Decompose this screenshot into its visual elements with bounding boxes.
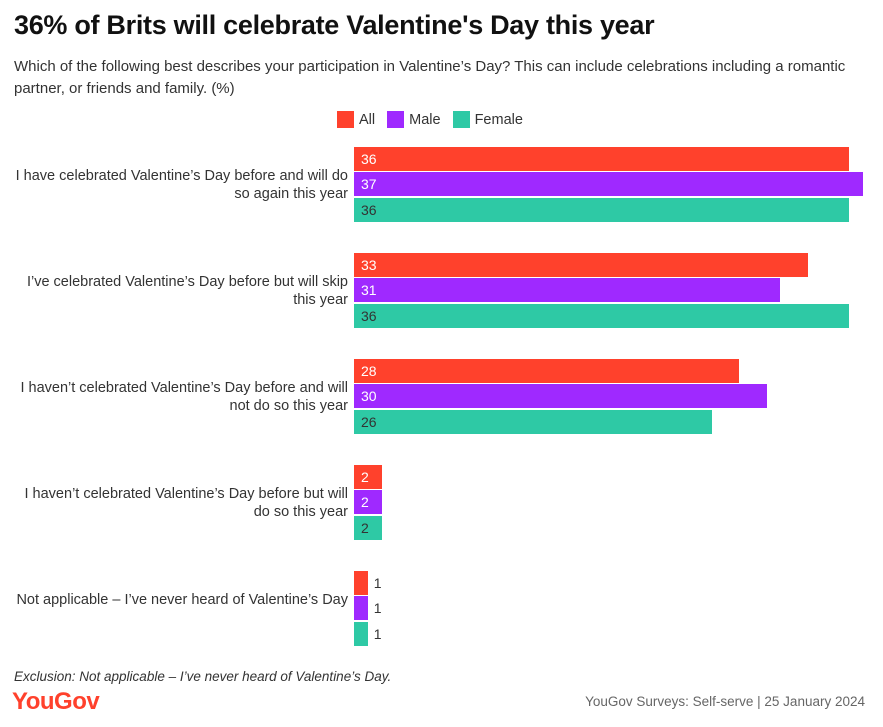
- category-label: I haven’t celebrated Valentine’s Day bef…: [24, 485, 349, 520]
- yougov-logo: YouGov: [12, 688, 100, 715]
- legend-swatch: [337, 111, 354, 128]
- bar-all: [354, 465, 382, 489]
- bar-all: [354, 147, 850, 171]
- category-label: I haven’t celebrated Valentine’s Day bef…: [20, 379, 348, 414]
- legend-swatch: [387, 111, 405, 128]
- bar-female: [354, 621, 368, 646]
- legend-item-all: All: [337, 111, 375, 128]
- legend-label: All: [359, 111, 376, 128]
- bar-all: [354, 359, 740, 383]
- bar-all: [354, 253, 808, 277]
- bar-female: [354, 409, 712, 434]
- chart-title: 36% of Brits will celebrate Valentine's …: [14, 10, 655, 40]
- bar-male: [354, 596, 368, 621]
- legend-label: Male: [409, 111, 441, 128]
- legend-label: Female: [474, 111, 523, 128]
- category-label: I’ve celebrated Valentine’s Day before b…: [26, 273, 348, 308]
- data-label: 2: [361, 469, 369, 485]
- bar-female: [354, 515, 382, 540]
- category-label: Not applicable – I’ve never heard of Val…: [16, 591, 348, 608]
- bar-female: [354, 303, 850, 328]
- bar-male: [354, 172, 863, 197]
- data-label: 37: [361, 176, 377, 193]
- category-label: I have celebrated Valentine’s Day before…: [15, 167, 348, 202]
- source-note: YouGov Surveys: Self-serve | 25 January …: [585, 694, 865, 709]
- data-label: 36: [361, 151, 377, 167]
- bar-male: [354, 490, 382, 515]
- data-label: 2: [361, 519, 369, 536]
- bar-male: [354, 278, 781, 303]
- legend: All Male Female: [337, 111, 535, 128]
- footnote: Exclusion: Not applicable – I’ve never h…: [14, 669, 392, 684]
- data-label: 1: [373, 600, 382, 617]
- data-label: 36: [361, 307, 377, 324]
- bar-female: [354, 197, 850, 222]
- data-label: 36: [361, 201, 377, 218]
- legend-item-male: Male: [387, 111, 441, 128]
- data-label: 1: [373, 575, 382, 591]
- chart-subtitle: Which of the following best describes yo…: [14, 58, 846, 97]
- data-label: 2: [361, 494, 369, 511]
- data-label: 28: [361, 363, 377, 379]
- data-label: 31: [361, 282, 377, 299]
- data-label: 1: [373, 625, 382, 642]
- bar-all: [354, 571, 368, 595]
- data-label: 30: [361, 388, 377, 405]
- data-label: 26: [361, 413, 377, 430]
- legend-swatch: [452, 111, 470, 128]
- bar-male: [354, 384, 767, 409]
- legend-item-female: Female: [452, 111, 523, 128]
- data-label: 33: [361, 257, 377, 273]
